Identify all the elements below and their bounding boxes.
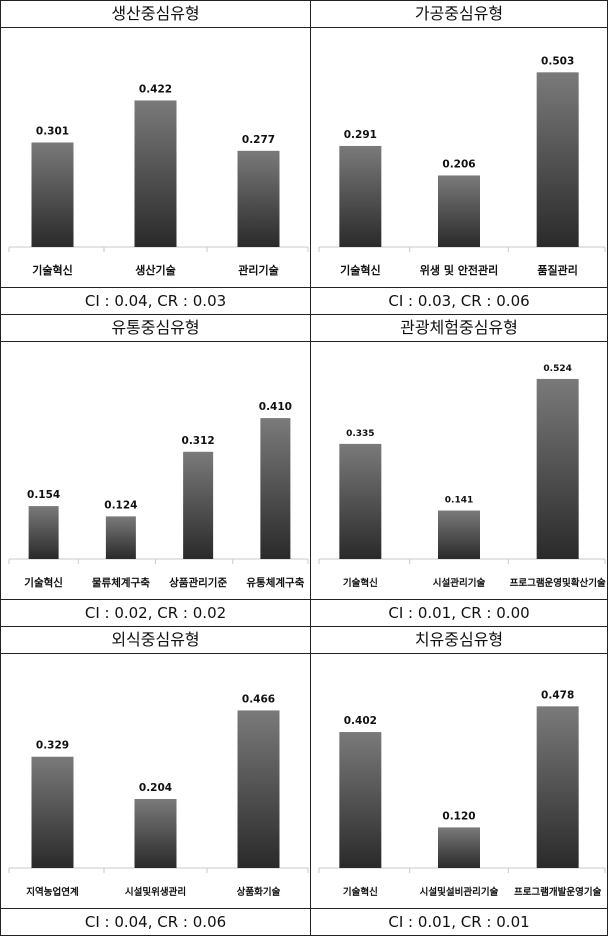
- bar: [134, 799, 177, 868]
- category-label: 물류체계구축: [92, 576, 150, 589]
- category-label: 시설관리기술: [433, 577, 486, 589]
- chart-panel: 가공중심유형 0.291 기술혁신 0.206 위생 및 안전관리 0.503 품질관리 CI…: [310, 0, 608, 315]
- bar: [339, 732, 382, 868]
- chart-panel: 관광체험중심유형 0.335 기술혁신 0.141 시설관리기술 0.524 프로그램운영및…: [310, 314, 608, 627]
- value-label: 0.141: [445, 496, 473, 506]
- category-label: 기술혁신: [32, 263, 72, 277]
- value-label: 0.524: [543, 364, 571, 374]
- value-label: 0.312: [182, 435, 215, 447]
- category-label: 프로그램운영및확산기술: [510, 577, 606, 589]
- bar: [536, 72, 579, 247]
- chart-title: 가공중심유형: [311, 1, 607, 28]
- value-label: 0.478: [541, 689, 574, 701]
- category-label: 생산기술: [135, 263, 175, 277]
- value-label: 0.120: [442, 810, 475, 822]
- bar: [536, 378, 579, 559]
- category-label: 품질관리: [537, 263, 577, 277]
- bar: [438, 827, 480, 868]
- consistency-footer: CI : 0.01, CR : 0.00: [311, 599, 607, 626]
- category-label: 상품화기술: [237, 886, 281, 898]
- value-label: 0.301: [36, 125, 69, 137]
- value-label: 0.206: [442, 158, 475, 170]
- chart-panel: 생산중심유형 0.301 기술혁신 0.422 생산기술 0.277 관리기술 CI : 0.…: [0, 0, 311, 315]
- value-label: 0.335: [346, 429, 374, 439]
- chart-title: 생산중심유형: [1, 1, 310, 28]
- value-label: 0.124: [104, 499, 137, 511]
- category-label: 위생 및 안전관리: [420, 263, 499, 277]
- bar: [105, 516, 136, 559]
- chart-panel: 치유중심유형 0.402 기술혁신 0.120 시설및설비관리기술 0.478 프로그램개발…: [310, 626, 608, 936]
- value-label: 0.277: [242, 134, 275, 146]
- category-label: 관리기술: [238, 263, 278, 277]
- bar-chart: 0.335 기술혁신 0.141 시설관리기술 0.524 프로그램운영및확산기술: [318, 364, 606, 589]
- value-label: 0.410: [259, 401, 292, 413]
- value-label: 0.466: [242, 693, 275, 705]
- bar: [237, 710, 280, 868]
- value-label: 0.154: [27, 489, 60, 501]
- value-label: 0.422: [139, 83, 172, 95]
- bar-chart: 0.402 기술혁신 0.120 시설및설비관리기술 0.478 프로그램개발운영기술: [318, 689, 606, 898]
- bar: [31, 756, 74, 868]
- category-label: 기술혁신: [343, 886, 378, 898]
- chart-title: 외식중심유형: [1, 627, 310, 654]
- category-label: 기술혁신: [24, 576, 63, 589]
- bar: [536, 706, 579, 868]
- consistency-footer: CI : 0.04, CR : 0.06: [1, 908, 310, 935]
- bar: [28, 506, 59, 559]
- consistency-footer: CI : 0.04, CR : 0.03: [1, 287, 310, 314]
- bar: [134, 100, 177, 247]
- consistency-footer: CI : 0.03, CR : 0.06: [311, 287, 607, 314]
- bar-chart: 0.301 기술혁신 0.422 생산기술 0.277 관리기술: [8, 83, 309, 277]
- category-label: 기술혁신: [340, 263, 380, 277]
- bar-chart: 0.291 기술혁신 0.206 위생 및 안전관리 0.503 품질관리: [318, 55, 606, 277]
- bar-chart: 0.154 기술혁신 0.124 물류체계구축 0.312 상품관리기준 0.410 유통체계…: [8, 401, 309, 589]
- category-label: 유통체계구축: [246, 576, 304, 589]
- bar: [438, 510, 480, 559]
- bar: [339, 145, 382, 247]
- chart-panel: 외식중심유형 0.329 지역농업연계 0.204 시설및위생관리 0.466 상품화기술 C…: [0, 626, 311, 936]
- chart-panel: 유통중심유형 0.154 기술혁신 0.124 물류체계구축 0.312 상품관리기준 0.4…: [0, 314, 311, 627]
- bar: [237, 150, 280, 247]
- chart-title: 관광체험중심유형: [311, 315, 607, 342]
- value-label: 0.503: [541, 55, 574, 67]
- value-label: 0.291: [344, 129, 377, 141]
- chart-title: 유통중심유형: [1, 315, 310, 342]
- chart-title: 치유중심유형: [311, 627, 607, 654]
- bar: [260, 418, 291, 559]
- value-label: 0.329: [36, 740, 69, 752]
- category-label: 기술혁신: [343, 577, 378, 589]
- category-label: 시설및설비관리기술: [420, 886, 499, 898]
- bar: [438, 175, 480, 247]
- value-label: 0.402: [344, 715, 377, 727]
- bar: [31, 142, 74, 247]
- category-label: 지역농업연계: [26, 886, 78, 898]
- bar: [339, 443, 382, 559]
- category-label: 프로그램개발운영기술: [514, 886, 602, 898]
- consistency-footer: CI : 0.02, CR : 0.02: [1, 599, 310, 626]
- category-label: 상품관리기준: [169, 576, 227, 589]
- category-label: 시설및위생관리: [125, 886, 186, 898]
- value-label: 0.204: [139, 782, 172, 794]
- bar: [183, 451, 214, 559]
- bar-chart: 0.329 지역농업연계 0.204 시설및위생관리 0.466 상품화기술: [8, 693, 309, 898]
- consistency-footer: CI : 0.01, CR : 0.01: [311, 908, 607, 935]
